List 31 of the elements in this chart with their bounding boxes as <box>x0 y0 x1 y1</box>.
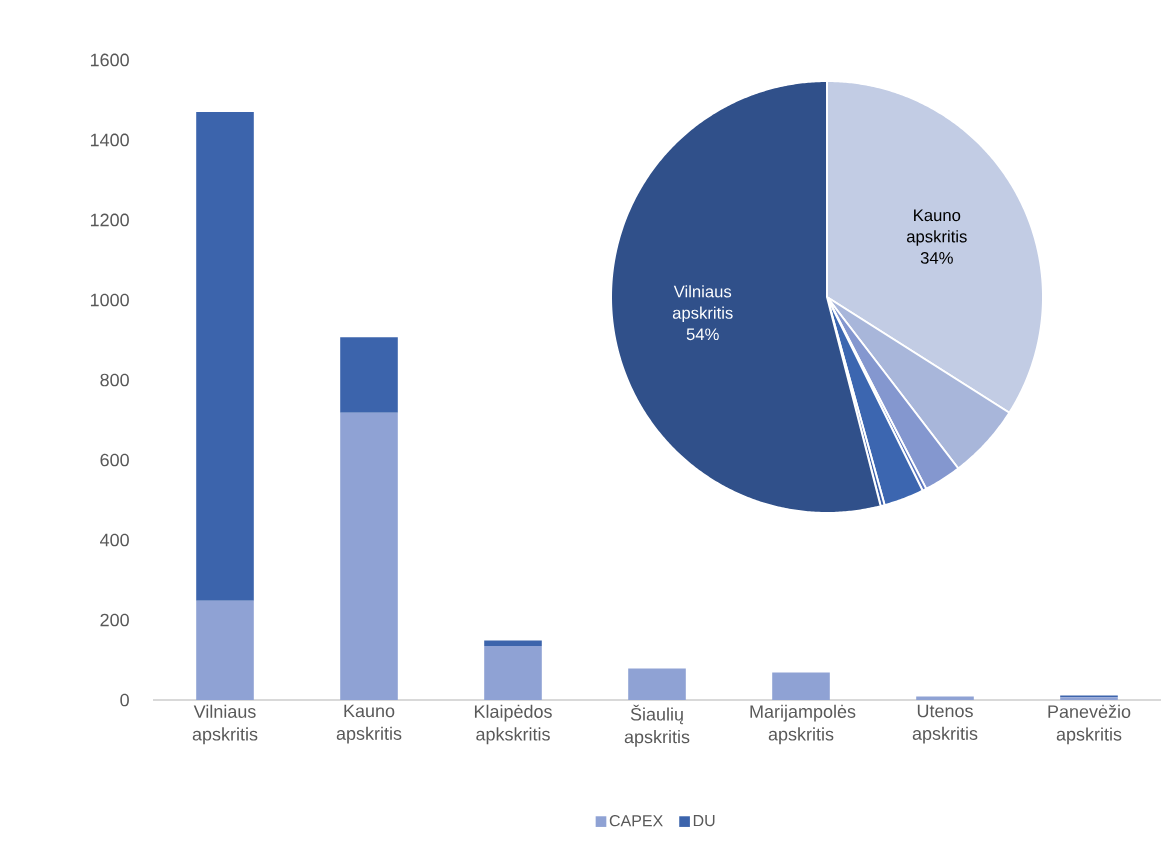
slice-label: Vilniaus apskritis <box>672 285 733 323</box>
y-tick-label: 1600 <box>90 53 129 67</box>
x-tick-label: Marijampolės apskritis <box>750 704 856 745</box>
data-label: 34% <box>920 252 953 264</box>
y-tick-label: 800 <box>100 373 129 387</box>
legend-label: CAPEX <box>609 815 663 827</box>
y-tick-label: 1000 <box>90 293 129 307</box>
bar <box>484 646 542 700</box>
bar <box>484 640 542 646</box>
y-tick-label: 1200 <box>90 213 129 227</box>
x-tick-label: Kauno apskritis <box>336 704 402 744</box>
bar <box>916 696 974 700</box>
bar <box>196 600 254 700</box>
y-tick-label: 1400 <box>90 133 129 147</box>
x-tick-label: Klaipėdos apkskritis <box>474 704 552 745</box>
legend-label: DU <box>693 815 715 827</box>
y-tick-label: 200 <box>100 613 129 627</box>
x-tick-label: Šiaulių apskritis <box>624 704 690 747</box>
bar <box>628 668 686 700</box>
bar <box>340 337 398 413</box>
x-tick-label: Vilniaus apskritis <box>192 704 258 745</box>
bar <box>772 672 830 700</box>
y-tick-label: 400 <box>100 533 129 547</box>
bar <box>340 412 398 700</box>
x-tick-label: Panevėžio apskritis <box>1048 704 1131 745</box>
slice-label: Kauno apskritis <box>906 209 967 246</box>
y-tick-label: 0 <box>120 693 129 707</box>
x-tick-label: Utenos apskritis <box>912 704 978 744</box>
bar <box>196 112 254 601</box>
y-tick-label: 600 <box>100 453 129 467</box>
data-label: 54% <box>686 328 719 341</box>
